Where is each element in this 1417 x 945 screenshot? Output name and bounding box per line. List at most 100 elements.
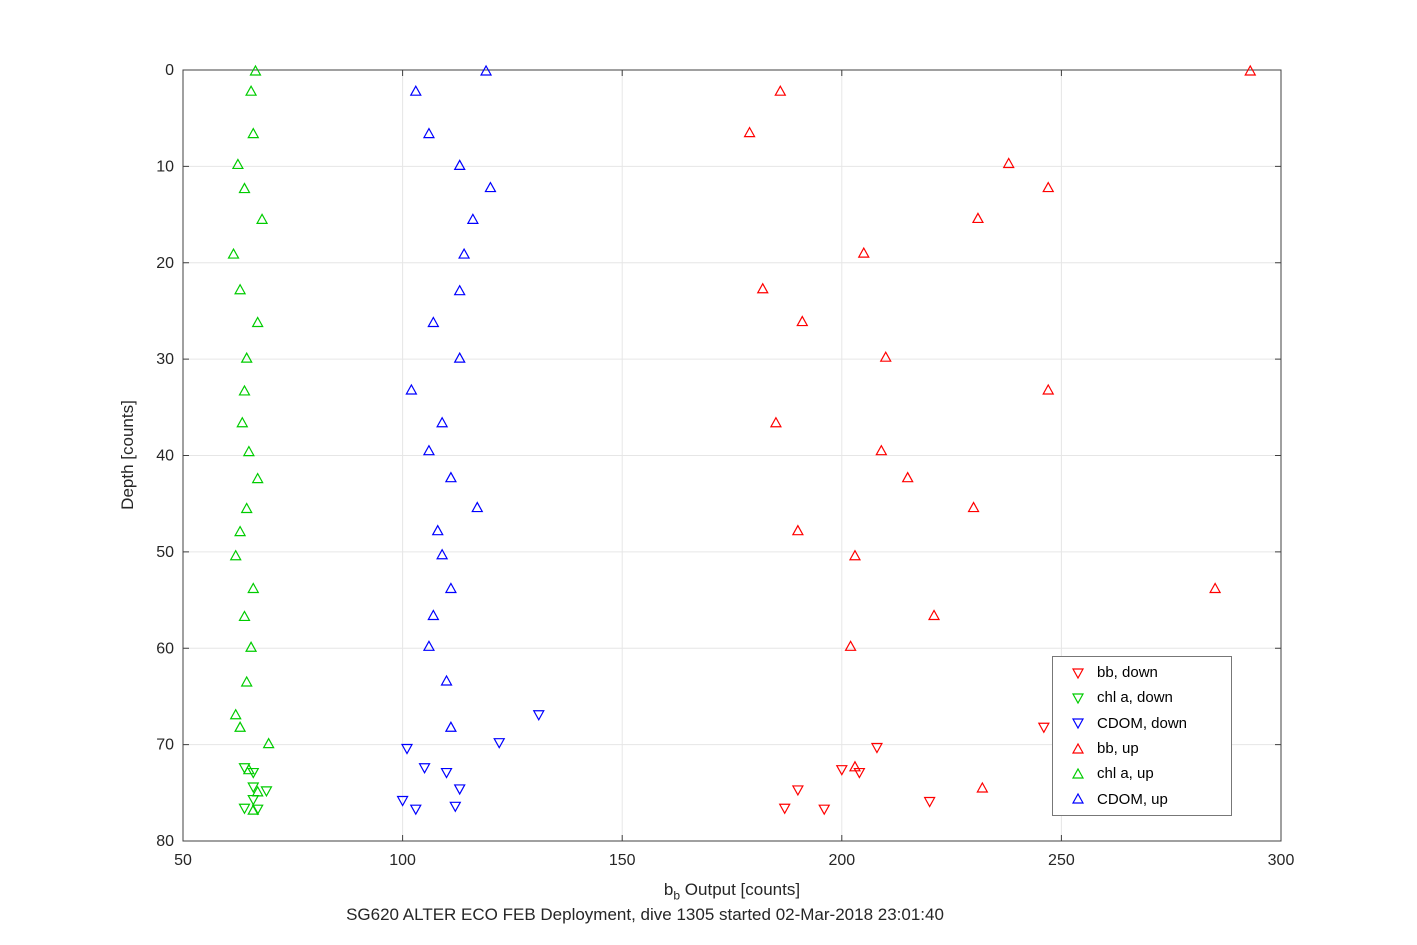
marker-chl-a-up — [245, 641, 258, 652]
marker-chl-a-up — [234, 283, 247, 295]
legend-item: bb, up — [1053, 736, 1231, 761]
marker-bb-up — [1244, 64, 1257, 76]
legend-label: chl a, up — [1097, 765, 1154, 783]
marker-bb-up — [971, 212, 984, 224]
marker-chl-a-up — [249, 64, 262, 76]
marker-bb-up — [743, 126, 756, 138]
y-tick-label: 20 — [156, 255, 174, 272]
marker-chl-a-up — [234, 525, 247, 537]
legend-label: chl a, down — [1097, 689, 1173, 707]
marker-bb-up — [1002, 157, 1015, 169]
marker-bb-up — [967, 501, 980, 513]
x-axis-label: bb Output [counts] — [664, 880, 800, 902]
marker-chl-a-up — [262, 737, 275, 749]
marker-cdom-up — [405, 383, 418, 395]
marker-cdom-down — [396, 795, 409, 807]
legend-item: chl a, up — [1053, 761, 1231, 786]
marker-bb-down — [923, 796, 936, 808]
marker-cdom-up — [466, 213, 479, 224]
marker-bb-down — [1037, 722, 1050, 734]
marker-chl-a-up — [234, 721, 247, 732]
y-tick-label: 40 — [156, 448, 174, 465]
marker-bb-up — [848, 760, 861, 772]
legend-item: bb, down — [1053, 660, 1231, 685]
marker-cdom-up — [453, 284, 466, 296]
legend: bb, down chl a, down CDOM, down bb, up chl a… — [1052, 656, 1232, 816]
marker-cdom-up — [453, 351, 466, 363]
marker-chl-a-down — [247, 782, 260, 794]
marker-chl-a-up — [240, 675, 253, 687]
marker-cdom-up — [453, 159, 466, 171]
marker-chl-a-up — [256, 213, 269, 224]
marker-bb-down — [778, 803, 791, 815]
triangle-up-icon — [1071, 742, 1085, 754]
marker-chl-a-up — [229, 549, 242, 561]
marker-bb-up — [1042, 383, 1055, 395]
marker-cdom-up — [444, 582, 457, 594]
triangle-down-icon — [1071, 668, 1085, 679]
marker-cdom-up — [458, 247, 471, 259]
y-tick-label: 30 — [156, 351, 174, 368]
x-label-sub: b — [673, 888, 681, 903]
marker-chl-a-up — [240, 502, 253, 514]
marker-cdom-down — [409, 804, 422, 816]
marker-bb-up — [848, 549, 861, 561]
marker-cdom-up — [471, 501, 484, 513]
marker-bb-up — [928, 609, 941, 621]
y-tick-label: 10 — [156, 158, 174, 175]
marker-bb-down — [870, 742, 883, 754]
marker-cdom-up — [431, 524, 444, 536]
x-label-base: b — [663, 880, 674, 899]
marker-cdom-down — [493, 738, 506, 749]
legend-label: bb, up — [1097, 740, 1139, 758]
marker-bb-up — [1209, 582, 1222, 594]
marker-chl-a-up — [247, 127, 260, 139]
marker-chl-a-up — [229, 708, 242, 720]
marker-chl-a-up — [251, 785, 264, 797]
marker-bb-up — [875, 444, 888, 456]
marker-chl-a-up — [240, 351, 253, 363]
marker-cdom-down — [453, 784, 466, 796]
marker-chl-a-down — [260, 786, 273, 798]
marker-bb-up — [791, 524, 804, 536]
marker-cdom-up — [422, 640, 435, 651]
marker-bb-down — [818, 804, 831, 816]
marker-cdom-down — [418, 763, 431, 774]
marker-chl-a-down — [247, 767, 260, 779]
marker-bb-up — [756, 282, 769, 294]
marker-cdom-up — [480, 64, 493, 76]
marker-cdom-up — [444, 471, 457, 483]
marker-chl-a-up — [242, 445, 255, 457]
marker-bb-up — [857, 246, 870, 258]
marker-chl-a-up — [238, 610, 251, 622]
x-tick-label: 200 — [828, 852, 855, 869]
marker-bb-up — [796, 315, 809, 327]
marker-chl-a-up — [238, 182, 251, 194]
legend-item: chl a, down — [1053, 685, 1231, 710]
y-tick-label: 50 — [156, 544, 174, 561]
marker-cdom-up — [436, 548, 449, 560]
marker-cdom-up — [484, 181, 497, 193]
x-tick-label: 300 — [1268, 852, 1295, 869]
marker-chl-a-up — [231, 158, 244, 170]
marker-cdom-down — [532, 710, 545, 721]
marker-bb-up — [844, 640, 857, 651]
triangle-down-icon — [1071, 693, 1085, 705]
marker-cdom-up — [422, 127, 435, 139]
legend-item: CDOM, up — [1053, 787, 1231, 812]
marker-bb-down — [791, 785, 804, 797]
marker-bb-up — [769, 416, 782, 428]
marker-cdom-up — [409, 84, 422, 96]
legend-label: CDOM, down — [1097, 714, 1188, 732]
x-tick-label: 50 — [174, 852, 192, 869]
legend-label: bb, down — [1097, 664, 1158, 682]
marker-cdom-up — [422, 444, 435, 456]
marker-bb-up — [976, 781, 989, 793]
marker-bb-up — [879, 350, 892, 362]
y-tick-label: 70 — [156, 737, 174, 754]
marker-chl-a-down — [238, 803, 251, 815]
marker-cdom-up — [436, 416, 449, 428]
marker-bb-up — [901, 471, 914, 483]
x-tick-label: 150 — [609, 852, 636, 869]
